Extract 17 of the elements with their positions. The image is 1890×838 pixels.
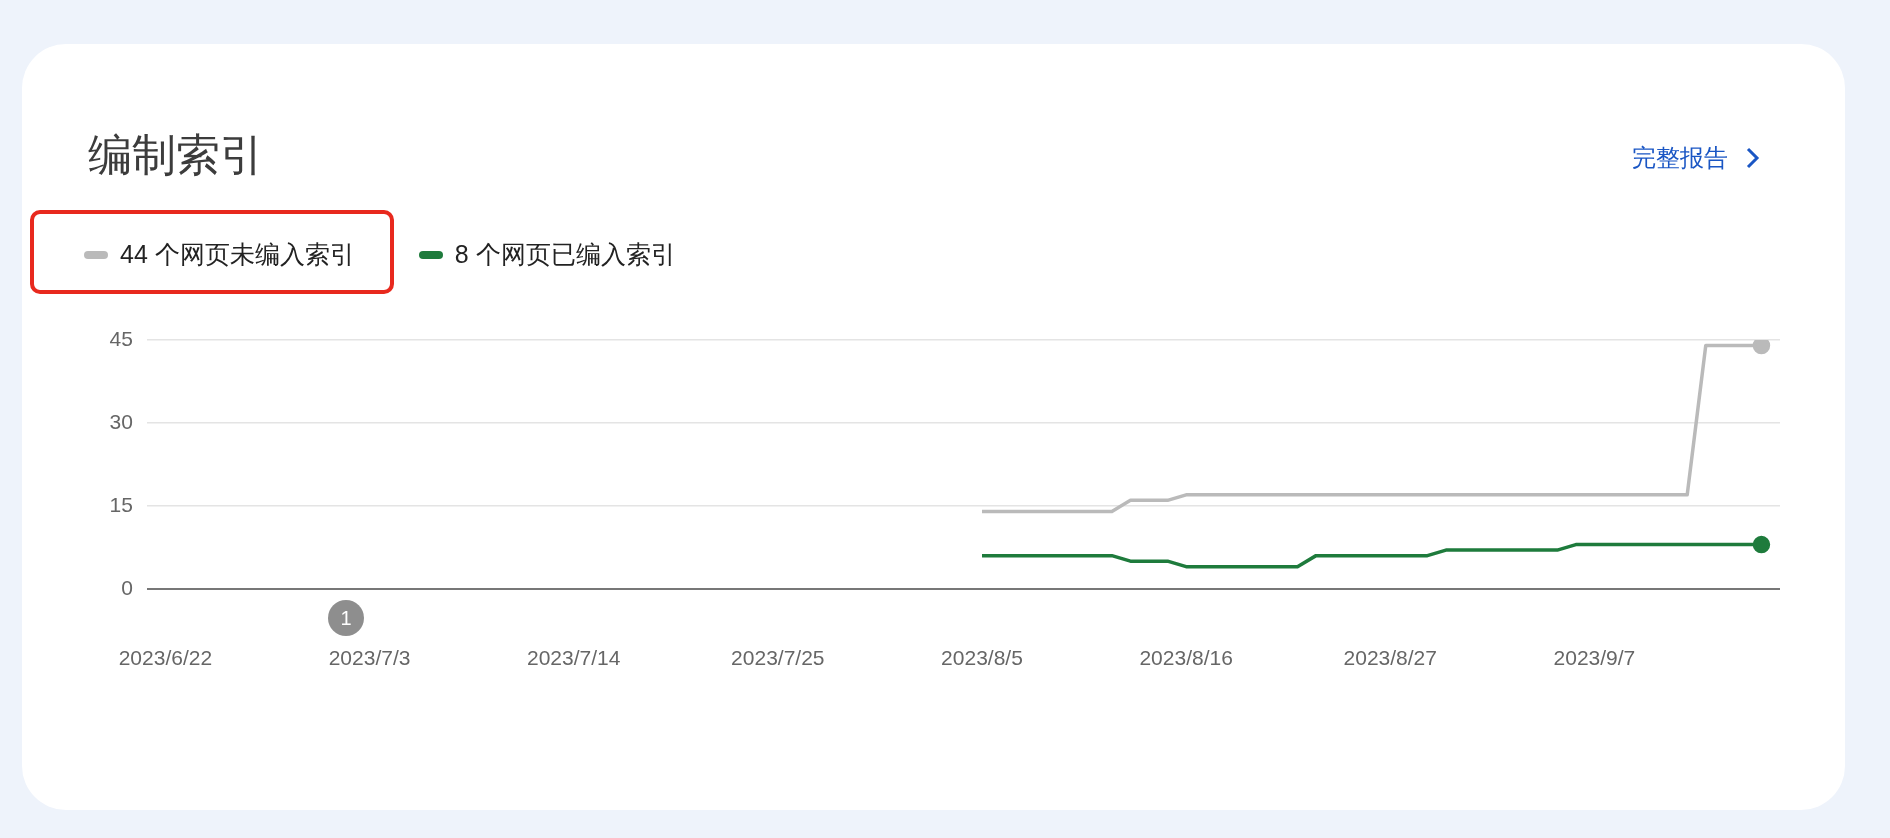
x-tick-label: 2023/7/14 [526,646,621,670]
x-tick-label: 2023/9/7 [1553,646,1636,670]
text: 完整报告 [1632,143,1728,173]
x-tick-label: 2023/8/16 [1139,646,1233,670]
y-tick-label: 0 [121,575,133,599]
x-tick-label: 2023/8/5 [941,646,1023,670]
legend-label: 44 个网页未编入索引 [120,239,355,270]
x-tick-label: 2023/8/27 [1343,646,1437,670]
x-tick-label: 2023/7/25 [731,646,825,670]
text: 1 [328,600,364,636]
y-tick-label: 15 [109,492,133,516]
x-tick-label: 2023/7/3 [328,646,411,670]
chart-title: 编制索引 [88,129,264,181]
y-tick-label: 45 [109,326,133,350]
x-tick-label: 2023/6/22 [118,646,213,670]
legend-label: 8 个网页已编入索引 [454,239,676,270]
y-tick-label: 30 [109,409,133,433]
